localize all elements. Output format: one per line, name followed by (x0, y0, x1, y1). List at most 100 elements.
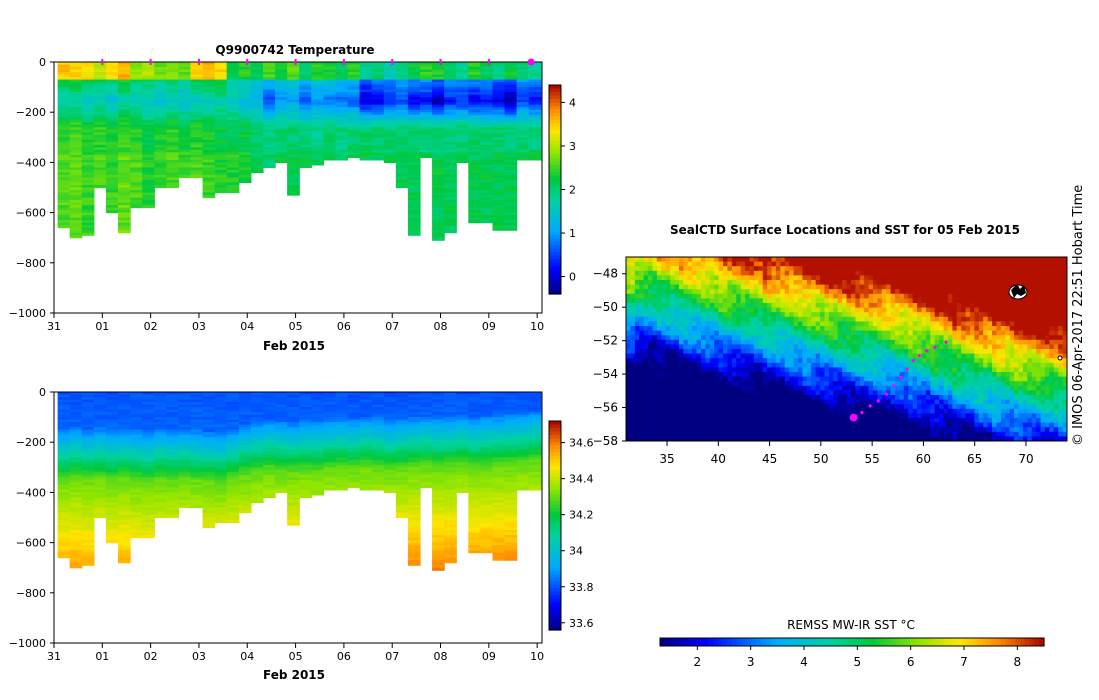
sst-cell (912, 266, 918, 272)
sst-cell (665, 280, 671, 286)
salinity-cell (202, 509, 216, 514)
temperature-cell (311, 127, 324, 131)
sst-cell (828, 280, 834, 286)
salinity-cell (468, 520, 481, 524)
salinity-cell (250, 437, 264, 441)
salinity-cell (516, 439, 530, 443)
salinity-xtick-label: 06 (337, 650, 351, 663)
salinity-cell (130, 424, 143, 428)
temperature-cell (444, 107, 457, 111)
salinity-cell (516, 484, 530, 488)
temperature-cell (57, 222, 71, 226)
salinity-cell (238, 487, 252, 491)
salinity-cell (299, 457, 312, 461)
salinity-cell (287, 477, 300, 481)
sst-cell (678, 266, 684, 272)
temperature-cell (130, 72, 143, 76)
salinity-cell (444, 399, 457, 403)
salinity-cell (226, 392, 240, 396)
salinity-cell (69, 547, 83, 551)
temperature-cell (516, 99, 530, 103)
temperature-cell (202, 195, 216, 199)
temperature-cell (118, 122, 131, 126)
temperature-cell (81, 149, 95, 153)
temperature-cell (407, 172, 421, 176)
temperature-cell (154, 159, 167, 163)
sst-cell (877, 266, 883, 272)
sst-cell (705, 257, 711, 263)
salinity-cell (407, 439, 421, 443)
temperature-cell (130, 82, 143, 86)
temperature-cell (69, 179, 83, 184)
temperature-cell (93, 162, 107, 166)
sst-cell (740, 270, 746, 276)
temperature-cell (347, 94, 361, 98)
temperature-cell (118, 107, 131, 111)
salinity-cell (395, 479, 409, 483)
temperature-cell (142, 137, 155, 141)
salinity-cell (93, 492, 107, 496)
sst-cell (833, 257, 839, 263)
salinity-cell (81, 457, 95, 461)
salinity-cell (480, 547, 494, 551)
salinity-cell (347, 442, 361, 446)
temperature-cell (81, 77, 95, 81)
salinity-cell (105, 422, 119, 426)
salinity-cell (528, 399, 542, 403)
salinity-cell (105, 444, 119, 448)
temperature-cell (262, 119, 276, 123)
temperature-cell (395, 82, 409, 86)
salinity-ytick-label: −200 (16, 436, 46, 449)
salinity-cell (420, 459, 433, 463)
salinity-cell (262, 439, 276, 443)
temperature-cell (420, 147, 433, 151)
salinity-cell (81, 459, 95, 463)
temperature-cell (81, 124, 95, 128)
sst-cell (696, 266, 702, 272)
salinity-cell (81, 512, 95, 516)
temperature-cell (335, 127, 349, 131)
temperature-cell (69, 217, 83, 221)
temperature-cell (359, 87, 373, 91)
temperature-cell (250, 154, 264, 158)
temperature-cell (81, 179, 95, 184)
temperature-cell (69, 137, 83, 141)
salinity-cell (420, 427, 433, 431)
temperature-cell (468, 192, 481, 196)
salinity-cell (468, 532, 481, 536)
temperature-cell (93, 102, 107, 106)
salinity-cell (178, 427, 192, 431)
salinity-cell (407, 474, 421, 478)
temperature-cell (432, 190, 445, 194)
temperature-cell (444, 169, 457, 174)
temperature-cell (359, 89, 373, 93)
temperature-cell (468, 114, 481, 118)
temperature-cell (69, 134, 83, 138)
salinity-cell (57, 467, 71, 471)
temperature-cell (118, 202, 131, 206)
temperature-colorbar-swatch (549, 182, 561, 187)
temperature-cell (57, 157, 71, 161)
temperature-cell (238, 77, 252, 81)
temperature-cell (130, 129, 143, 133)
salinity-cell (262, 429, 276, 433)
salinity-cell (432, 459, 445, 463)
salinity-cell (432, 540, 445, 544)
temperature-cell (118, 104, 131, 108)
temperature-cell (311, 64, 324, 68)
temperature-cell (528, 114, 542, 118)
salinity-cell (311, 417, 324, 421)
temperature-cell (69, 207, 83, 211)
temperature-cell (347, 62, 361, 66)
sst-cell (842, 275, 847, 281)
temperature-cell (105, 207, 119, 211)
temperature-cell (250, 164, 264, 169)
temperature-cell (154, 142, 167, 146)
temperature-cell (130, 139, 143, 143)
temperature-cell (250, 139, 264, 143)
temperature-cell (105, 107, 119, 111)
temperature-cell (480, 82, 494, 86)
salinity-cell (444, 557, 457, 561)
temperature-colorbar-swatch (549, 273, 561, 278)
temperature-cell (214, 190, 228, 194)
